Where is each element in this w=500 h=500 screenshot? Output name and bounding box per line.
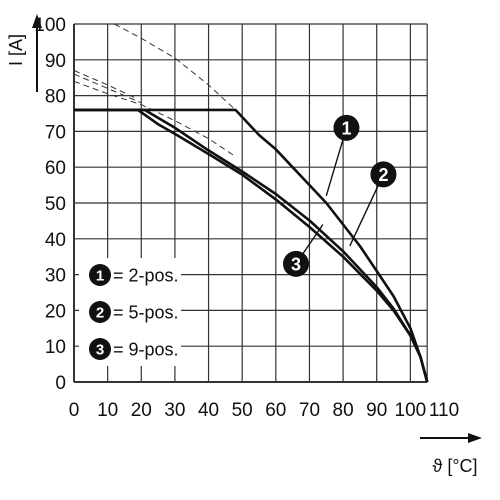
- legend: 1 = 2-pos. 2 = 5-pos. 3 = 9-pos.: [79, 258, 181, 366]
- y-tick-label: 30: [45, 266, 66, 287]
- callout-number-3: 3: [291, 254, 301, 274]
- x-tick-label: 60: [265, 400, 286, 421]
- legend-marker-number: 2: [96, 305, 104, 322]
- legend-label: = 5-pos.: [113, 303, 179, 323]
- series-line-1: [74, 108, 429, 383]
- y-tick-label: 100: [34, 15, 66, 36]
- y-tick-label: 70: [45, 122, 66, 143]
- x-axis-label: ϑ [°C]: [432, 456, 477, 476]
- callout-badge-1: [333, 114, 360, 141]
- x-tick-label: 30: [164, 400, 185, 421]
- legend-marker-number: 1: [96, 268, 104, 285]
- y-tick-labels: 0 10 20 30 40 50 60 70 80 90 100: [34, 15, 66, 394]
- legend-marker-1: [89, 264, 111, 286]
- x-axis-arrow: [420, 433, 482, 443]
- legend-marker-3: [89, 338, 111, 360]
- callouts: 1 2 3: [283, 114, 397, 277]
- x-tick-label: 10: [97, 400, 118, 421]
- dashed-extension-line: [73, 70, 139, 100]
- series-line-3: [74, 108, 429, 383]
- legend-marker-2: [89, 301, 111, 323]
- callout-badge-2: [370, 161, 397, 188]
- y-tick-label: 90: [45, 51, 66, 72]
- x-tick-label: 20: [131, 400, 152, 421]
- y-tick-label: 60: [45, 158, 66, 179]
- x-tick-label: 0: [69, 400, 80, 421]
- legend-label: = 9-pos.: [113, 340, 179, 360]
- y-tick-label: 20: [45, 301, 66, 322]
- x-tick-label: 40: [198, 400, 219, 421]
- y-tick-label: 50: [45, 194, 66, 215]
- x-tick-label: 70: [299, 400, 320, 421]
- grid: [73, 23, 428, 383]
- legend-label: = 2-pos.: [113, 266, 179, 286]
- series-lines: [74, 108, 429, 383]
- y-axis-arrow: [32, 14, 42, 92]
- x-tick-labels: 0 10 20 30 40 50 60 70 80 90 100 110: [69, 400, 459, 421]
- x-tick-label: 80: [333, 400, 354, 421]
- callout-number-1: 1: [341, 118, 351, 138]
- y-tick-label: 10: [45, 337, 66, 358]
- callout-number-2: 2: [378, 165, 388, 185]
- dashed-extension-line: [73, 73, 142, 104]
- x-tick-label: 50: [232, 400, 253, 421]
- x-tick-label: 90: [366, 400, 387, 421]
- x-tick-label: 110: [429, 400, 459, 421]
- callout-leader-2: [349, 174, 385, 247]
- y-axis-label: I [A]: [6, 34, 26, 66]
- y-tick-label: 0: [55, 373, 66, 394]
- legend-marker-number: 3: [96, 342, 104, 359]
- dashed-extensions: [73, 23, 236, 157]
- dashed-extension-line: [114, 23, 236, 111]
- x-tick-label: 100: [395, 400, 427, 421]
- callout-badge-3: [283, 250, 309, 277]
- y-tick-label: 80: [45, 87, 66, 108]
- dashed-extension-line: [73, 80, 236, 157]
- y-tick-label: 40: [45, 230, 66, 251]
